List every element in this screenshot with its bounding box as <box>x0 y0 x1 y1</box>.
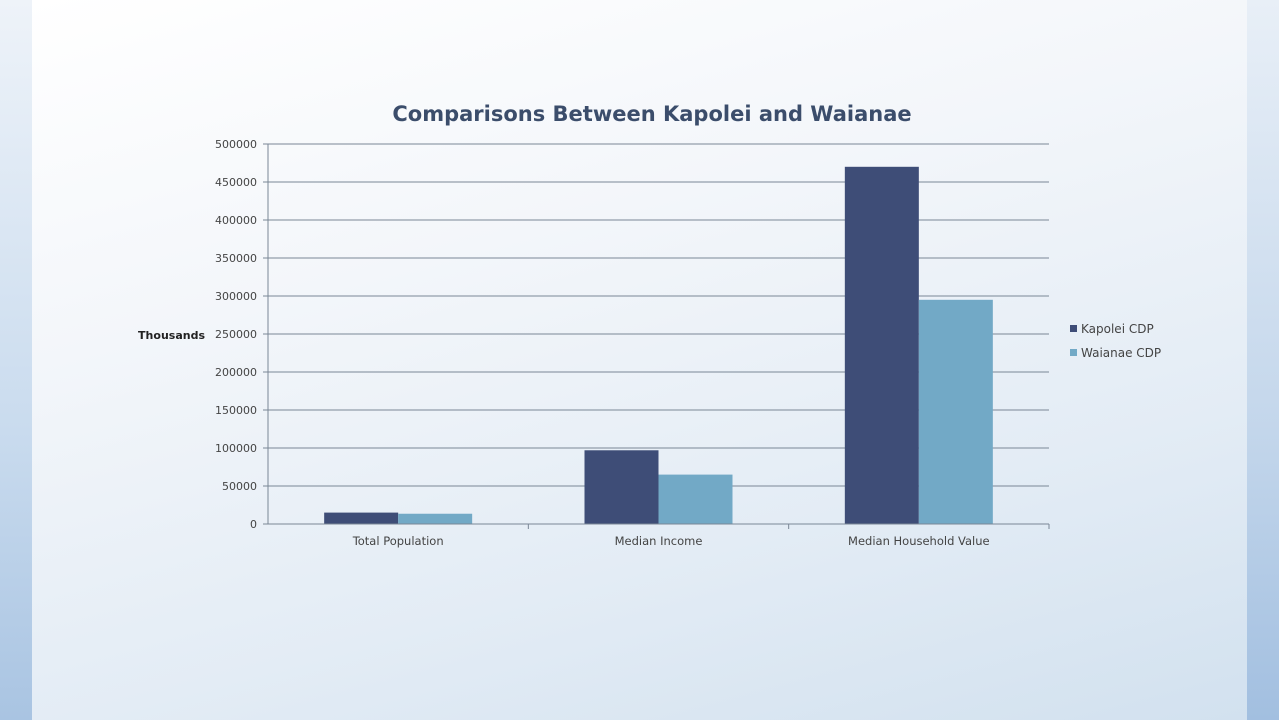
legend-swatch <box>1070 325 1077 332</box>
slide-left-border <box>0 0 32 720</box>
legend: Kapolei CDP Waianae CDP <box>1070 322 1161 360</box>
y-tick-label: 400000 <box>215 214 257 227</box>
x-tick-label: Total Population <box>352 534 444 548</box>
legend-label: Kapolei CDP <box>1081 322 1154 336</box>
y-tick-label: 450000 <box>215 176 257 189</box>
y-axis-label: Thousands <box>138 329 205 342</box>
bars <box>324 166 993 525</box>
bar-kapolei <box>324 512 399 524</box>
slide-right-border <box>1247 0 1279 720</box>
bar-kapolei <box>584 450 659 524</box>
y-tick-label: 0 <box>250 518 257 531</box>
y-tick-label: 100000 <box>215 442 257 455</box>
bar-waianae <box>658 474 733 524</box>
y-tick-label: 500000 <box>215 138 257 151</box>
x-tick-label: Median Income <box>615 534 703 548</box>
y-tick-label: 200000 <box>215 366 257 379</box>
y-tick-label: 50000 <box>222 480 257 493</box>
bar-waianae <box>398 513 473 524</box>
bar-kapolei <box>844 166 919 525</box>
y-tick-label: 350000 <box>215 252 257 265</box>
axes: 0 50000 100000 150000 200000 250000 300000 3500… <box>215 138 1050 548</box>
slide-background <box>32 0 1247 720</box>
legend-label: Waianae CDP <box>1081 346 1161 360</box>
legend-swatch <box>1070 349 1077 356</box>
y-tick-label: 150000 <box>215 404 257 417</box>
y-tick-label: 250000 <box>215 328 257 341</box>
chart-title: Comparisons Between Kapolei and Waianae <box>392 102 911 126</box>
bar-waianae <box>918 299 993 524</box>
y-tick-label: 300000 <box>215 290 257 303</box>
x-tick-label: Median Household Value <box>848 534 990 548</box>
